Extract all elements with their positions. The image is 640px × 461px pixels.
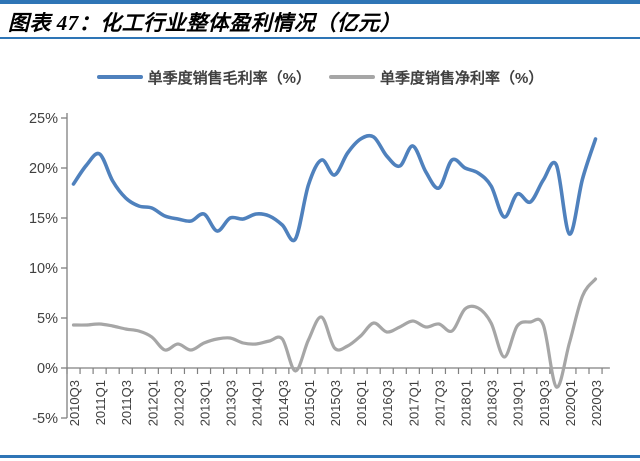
x-axis-tick-label: 2014Q3 <box>276 380 291 426</box>
chart-legend: 单季度销售毛利率（%） 单季度销售净利率（%） <box>0 66 640 88</box>
x-axis-tick-label: 2011Q1 <box>93 380 108 425</box>
x-axis-tick-label: 2019Q3 <box>537 380 552 426</box>
x-axis-tick-label: 2012Q3 <box>171 380 186 426</box>
y-axis-tick-label: 15% <box>29 211 58 227</box>
x-axis-tick-label: 2013Q3 <box>224 380 239 426</box>
top-rule <box>0 0 640 4</box>
x-axis-tick-label: 2018Q3 <box>485 380 500 426</box>
gross-margin-line-swatch-icon <box>96 75 143 79</box>
legend-label-net-margin: 单季度销售净利率（%） <box>380 69 544 87</box>
x-axis-tick-label: 2014Q1 <box>250 380 265 426</box>
y-axis-tick-label: -5% <box>32 411 58 427</box>
figure-title: 图表 47：化工行业整体盈利情况（亿元） <box>8 11 402 35</box>
net-margin-line-swatch-icon <box>329 75 375 79</box>
x-axis-tick-label: 2016Q3 <box>380 380 395 426</box>
y-axis-tick-label: 25% <box>29 111 58 127</box>
x-axis-tick-label: 2013Q1 <box>198 380 213 426</box>
x-axis-tick-label: 2020Q3 <box>589 380 604 426</box>
x-axis-tick-label: 2015Q3 <box>328 380 343 426</box>
x-axis-tick-label: 2015Q1 <box>302 380 317 426</box>
legend-item-gross-margin: 单季度销售毛利率（%） <box>96 67 311 88</box>
net-margin-series-line <box>71 277 598 389</box>
x-axis-tick-label: 2012Q1 <box>145 380 160 426</box>
x-axis-tick-label: 2018Q1 <box>459 380 474 426</box>
x-axis-tick-label: 2017Q3 <box>432 380 447 426</box>
legend-label-gross-margin: 单季度销售毛利率（%） <box>147 69 311 87</box>
y-axis-tick-label: 20% <box>29 161 58 177</box>
y-axis-tick-label: 10% <box>29 261 58 277</box>
y-axis-tick-label: 0% <box>37 361 58 377</box>
legend-item-net-margin: 单季度销售净利率（%） <box>329 67 543 88</box>
title-underline-rule <box>0 37 640 39</box>
x-axis-tick-label: 2011Q3 <box>119 380 134 425</box>
x-axis-tick-label: 2017Q1 <box>406 380 421 426</box>
x-axis-tick-label: 2016Q1 <box>354 380 369 426</box>
gross-margin-series-line <box>71 133 598 243</box>
bottom-rule <box>0 455 640 458</box>
x-axis-tick-label: 2010Q3 <box>67 380 82 426</box>
x-axis-tick-label: 2019Q1 <box>511 380 526 426</box>
x-axis-tick-label: 2020Q1 <box>563 380 578 426</box>
y-axis-tick-label: 5% <box>37 311 58 327</box>
